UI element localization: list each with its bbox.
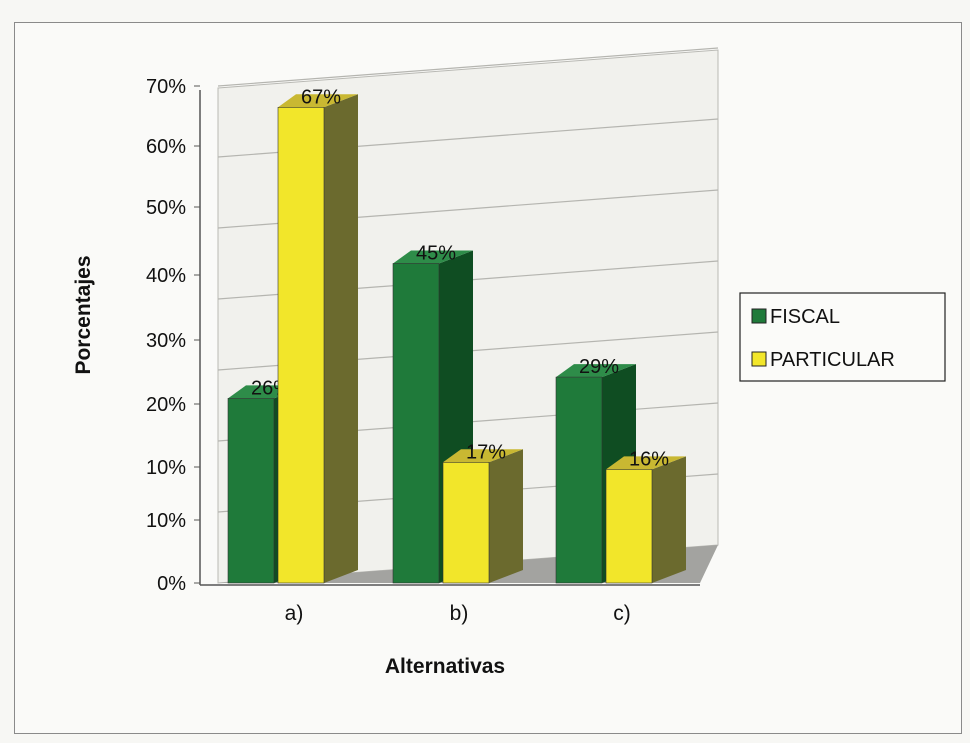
bar (555, 376, 603, 584)
bar-side (652, 456, 686, 583)
x-tick-label: b) (450, 602, 469, 625)
y-tick-label: 30% (146, 330, 186, 352)
legend-box (739, 292, 946, 382)
bar (442, 461, 490, 584)
y-tick-label: 70% (146, 76, 186, 98)
bar-data-label: 45% (416, 243, 456, 265)
x-axis-label: Alternativas (385, 655, 505, 678)
x-tick-labels: a) b) c) (285, 602, 631, 625)
bar (605, 469, 653, 584)
x-tick-label: a) (285, 602, 304, 625)
legend-swatch-particular (751, 351, 767, 367)
legend-label-particular: PARTICULAR (770, 349, 895, 371)
gridline (217, 47, 719, 87)
bar-top (443, 449, 523, 463)
legend-label-fiscal: FISCAL (770, 306, 840, 328)
bar-top (556, 364, 636, 378)
bar-top (278, 94, 358, 108)
bar (227, 398, 275, 584)
y-tick-label: 20% (146, 394, 186, 416)
y-tick-label: 10% (146, 510, 186, 532)
y-tick-label: 60% (146, 136, 186, 158)
x-tick-label: c) (613, 602, 631, 625)
y-tick-labels: 0% 10% 10% 20% 30% 40% 50% 60% 70% (146, 76, 200, 595)
bar-side (324, 94, 358, 584)
y-tick-label: 0% (157, 573, 186, 595)
y-tick-label: 10% (146, 457, 186, 479)
bar-top (393, 250, 473, 264)
y-axis-label: Porcentajes (72, 255, 95, 374)
y-tick-label: 50% (146, 197, 186, 219)
bars: 26%67%45%17%29%16% (227, 86, 686, 584)
y-tick-label: 40% (146, 265, 186, 287)
bar-data-label: 16% (629, 448, 669, 470)
legend: FISCAL PARTICULAR (739, 292, 946, 382)
bar-data-label: 17% (466, 441, 506, 463)
bar-data-label: 67% (301, 86, 341, 108)
bar-data-label: 29% (579, 356, 619, 378)
bar-top (606, 456, 686, 470)
legend-swatch-fiscal (751, 308, 767, 324)
bar (392, 263, 440, 584)
bar (277, 107, 325, 584)
bar-side (489, 449, 523, 583)
